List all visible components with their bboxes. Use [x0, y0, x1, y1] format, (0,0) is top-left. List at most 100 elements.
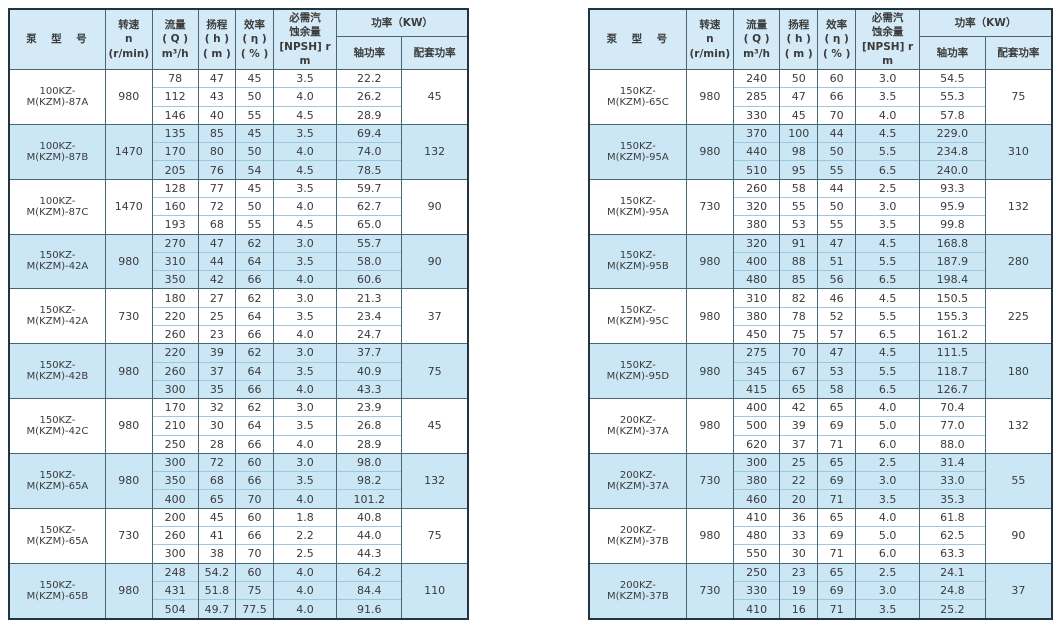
speed-cell: 730 [685, 178, 734, 235]
npsh-cell: 5.0 [855, 416, 921, 436]
pump-model-cell: 150KZ-M(KZM)-95D [588, 343, 687, 399]
header-row-1: 泵 型 号转速 n (r/min) 流量 ( Q ) m³/h 扬程 ( h ) (… [588, 8, 1053, 70]
shaft-power-cell: 64.2 [336, 562, 403, 582]
pump-data-row: 150KZ-M(KZM)-95A 730 260 58 44 2.5 93.3 132 [588, 178, 1053, 235]
npsh-cell: 3.0 [855, 196, 921, 216]
flow-cell: 250 [732, 562, 781, 582]
shaft-power-cell: 33.0 [919, 471, 986, 490]
speed-cell: 1470 [104, 123, 153, 180]
pump-data-row: 400 65 70 4.0 101.2 [9, 489, 468, 509]
flow-cell: 128 [151, 178, 199, 198]
pump-data-row: 200KZ-M(KZM)-37A 730 300 25 65 2.5 31.4 55 [588, 452, 1053, 509]
head-cell: 23 [779, 562, 819, 582]
npsh-cell: 3.0 [855, 471, 921, 490]
pump-data-row: 500 39 69 5.0 77.0 [589, 416, 1052, 436]
matched-power-cell: 132 [401, 452, 469, 509]
npsh-cell: 3.5 [855, 599, 921, 619]
npsh-cell: 3.5 [855, 215, 921, 235]
flow-cell: 220 [151, 306, 199, 326]
shaft-power-cell: 57.8 [919, 105, 986, 125]
matched-power-cell: 110 [401, 562, 469, 619]
head-cell: 75 [779, 324, 819, 344]
pump-data-row: 504 49.7 77.5 4.0 91.6 [9, 599, 468, 619]
pump-data-row: 210 30 64 3.5 26.8 [9, 416, 468, 436]
npsh-cell: 3.0 [272, 398, 338, 417]
head-cell: 42 [197, 270, 237, 289]
col-header-pump-model: 泵 型 号 [8, 8, 106, 70]
flow-cell: 330 [732, 105, 781, 125]
flow-cell: 260 [151, 361, 199, 381]
pump-model-cell: 200KZ-M(KZM)-37B [588, 507, 687, 564]
efficiency-cell: 55 [817, 160, 857, 180]
pump-data-row: 250 28 66 4.0 28.9 [9, 434, 468, 454]
col-header-pump-model: 泵 型 号 [588, 8, 687, 70]
pump-model-cell: 150KZ-M(KZM)-65A [8, 507, 106, 564]
flow-cell: 112 [151, 87, 199, 107]
shaft-power-cell: 22.2 [336, 68, 403, 88]
npsh-cell: 3.5 [272, 178, 338, 198]
flow-cell: 415 [732, 379, 781, 399]
shaft-power-cell: 69.4 [336, 123, 403, 143]
matched-power-cell: 132 [984, 178, 1053, 235]
efficiency-cell: 66 [235, 379, 274, 399]
flow-cell: 400 [151, 489, 199, 509]
head-cell: 33 [779, 526, 819, 545]
efficiency-cell: 70 [817, 105, 857, 125]
shaft-power-cell: 98.2 [336, 471, 403, 490]
pump-data-row: 150KZ-M(KZM)-95B 980 320 91 47 4.5 168.8 280 [588, 233, 1053, 289]
npsh-cell: 6.5 [855, 324, 921, 344]
pump-data-row: 205 76 54 4.5 78.5 [9, 160, 468, 180]
pump-data-row: 330 19 69 3.0 24.8 [589, 580, 1052, 600]
pump-data-row: 200KZ-M(KZM)-37B 730 250 23 65 2.5 24.1 37 [588, 562, 1053, 619]
flow-cell: 300 [732, 452, 781, 472]
efficiency-cell: 69 [817, 580, 857, 600]
efficiency-cell: 50 [817, 142, 857, 161]
flow-cell: 300 [151, 379, 199, 399]
pump-data-row: 193 68 55 4.5 65.0 [9, 215, 468, 235]
efficiency-cell: 54 [235, 160, 274, 180]
pump-data-row: 310 44 64 3.5 58.0 [9, 251, 468, 271]
head-cell: 82 [779, 288, 819, 308]
flow-cell: 440 [732, 142, 781, 161]
pump-data-row: 150KZ-M(KZM)-65B 980 248 54.2 60 4.0 64.2 110 [8, 562, 469, 619]
pump-data-row: 200KZ-M(KZM)-37B 980 410 36 65 4.0 61.8 90 [588, 507, 1053, 564]
head-cell: 45 [779, 105, 819, 125]
col-header-matched-power: 配套功率 [984, 36, 1053, 70]
pump-data-row: 460 20 71 3.5 35.3 [589, 489, 1052, 509]
head-cell: 25 [197, 306, 237, 326]
efficiency-cell: 50 [235, 87, 274, 107]
pump-data-row: 150KZ-M(KZM)-65A 980 300 72 60 3.0 98.0 132 [8, 452, 469, 509]
pump-model-cell: 150KZ-M(KZM)-95B [588, 233, 687, 289]
efficiency-cell: 66 [235, 270, 274, 289]
efficiency-cell: 46 [817, 288, 857, 308]
shaft-power-cell: 26.2 [336, 87, 403, 107]
shaft-power-cell: 28.9 [336, 105, 403, 125]
pump-model-cell: 150KZ-M(KZM)-42A [8, 288, 106, 344]
pump-data-row: 150KZ-M(KZM)-95C 980 310 82 46 4.5 150.5 225 [588, 288, 1053, 344]
shaft-power-cell: 91.6 [336, 599, 403, 619]
head-cell: 98 [779, 142, 819, 161]
speed-cell: 1470 [104, 178, 153, 235]
head-cell: 100 [779, 123, 819, 143]
npsh-cell: 3.5 [272, 68, 338, 88]
shaft-power-cell: 229.0 [919, 123, 986, 143]
flow-cell: 160 [151, 196, 199, 216]
flow-cell: 500 [732, 416, 781, 436]
shaft-power-cell: 44.3 [336, 544, 403, 564]
efficiency-cell: 60 [235, 562, 274, 582]
pump-data-row: 400 88 51 5.5 187.9 [589, 251, 1052, 271]
flow-cell: 410 [732, 507, 781, 527]
pump-data-row: 112 43 50 4.0 26.2 [9, 87, 468, 107]
pump-data-row: 415 65 58 6.5 126.7 [589, 379, 1052, 399]
flow-cell: 550 [732, 544, 781, 564]
npsh-cell: 1.8 [272, 507, 338, 527]
speed-cell: 980 [685, 69, 734, 125]
head-cell: 91 [779, 233, 819, 253]
pump-data-row: 431 51.8 75 4.0 84.4 [9, 580, 468, 600]
matched-power-cell: 132 [984, 398, 1053, 454]
head-cell: 19 [779, 580, 819, 600]
head-cell: 16 [779, 599, 819, 619]
head-cell: 39 [197, 343, 237, 362]
flow-cell: 320 [732, 233, 781, 253]
efficiency-cell: 45 [235, 178, 274, 198]
